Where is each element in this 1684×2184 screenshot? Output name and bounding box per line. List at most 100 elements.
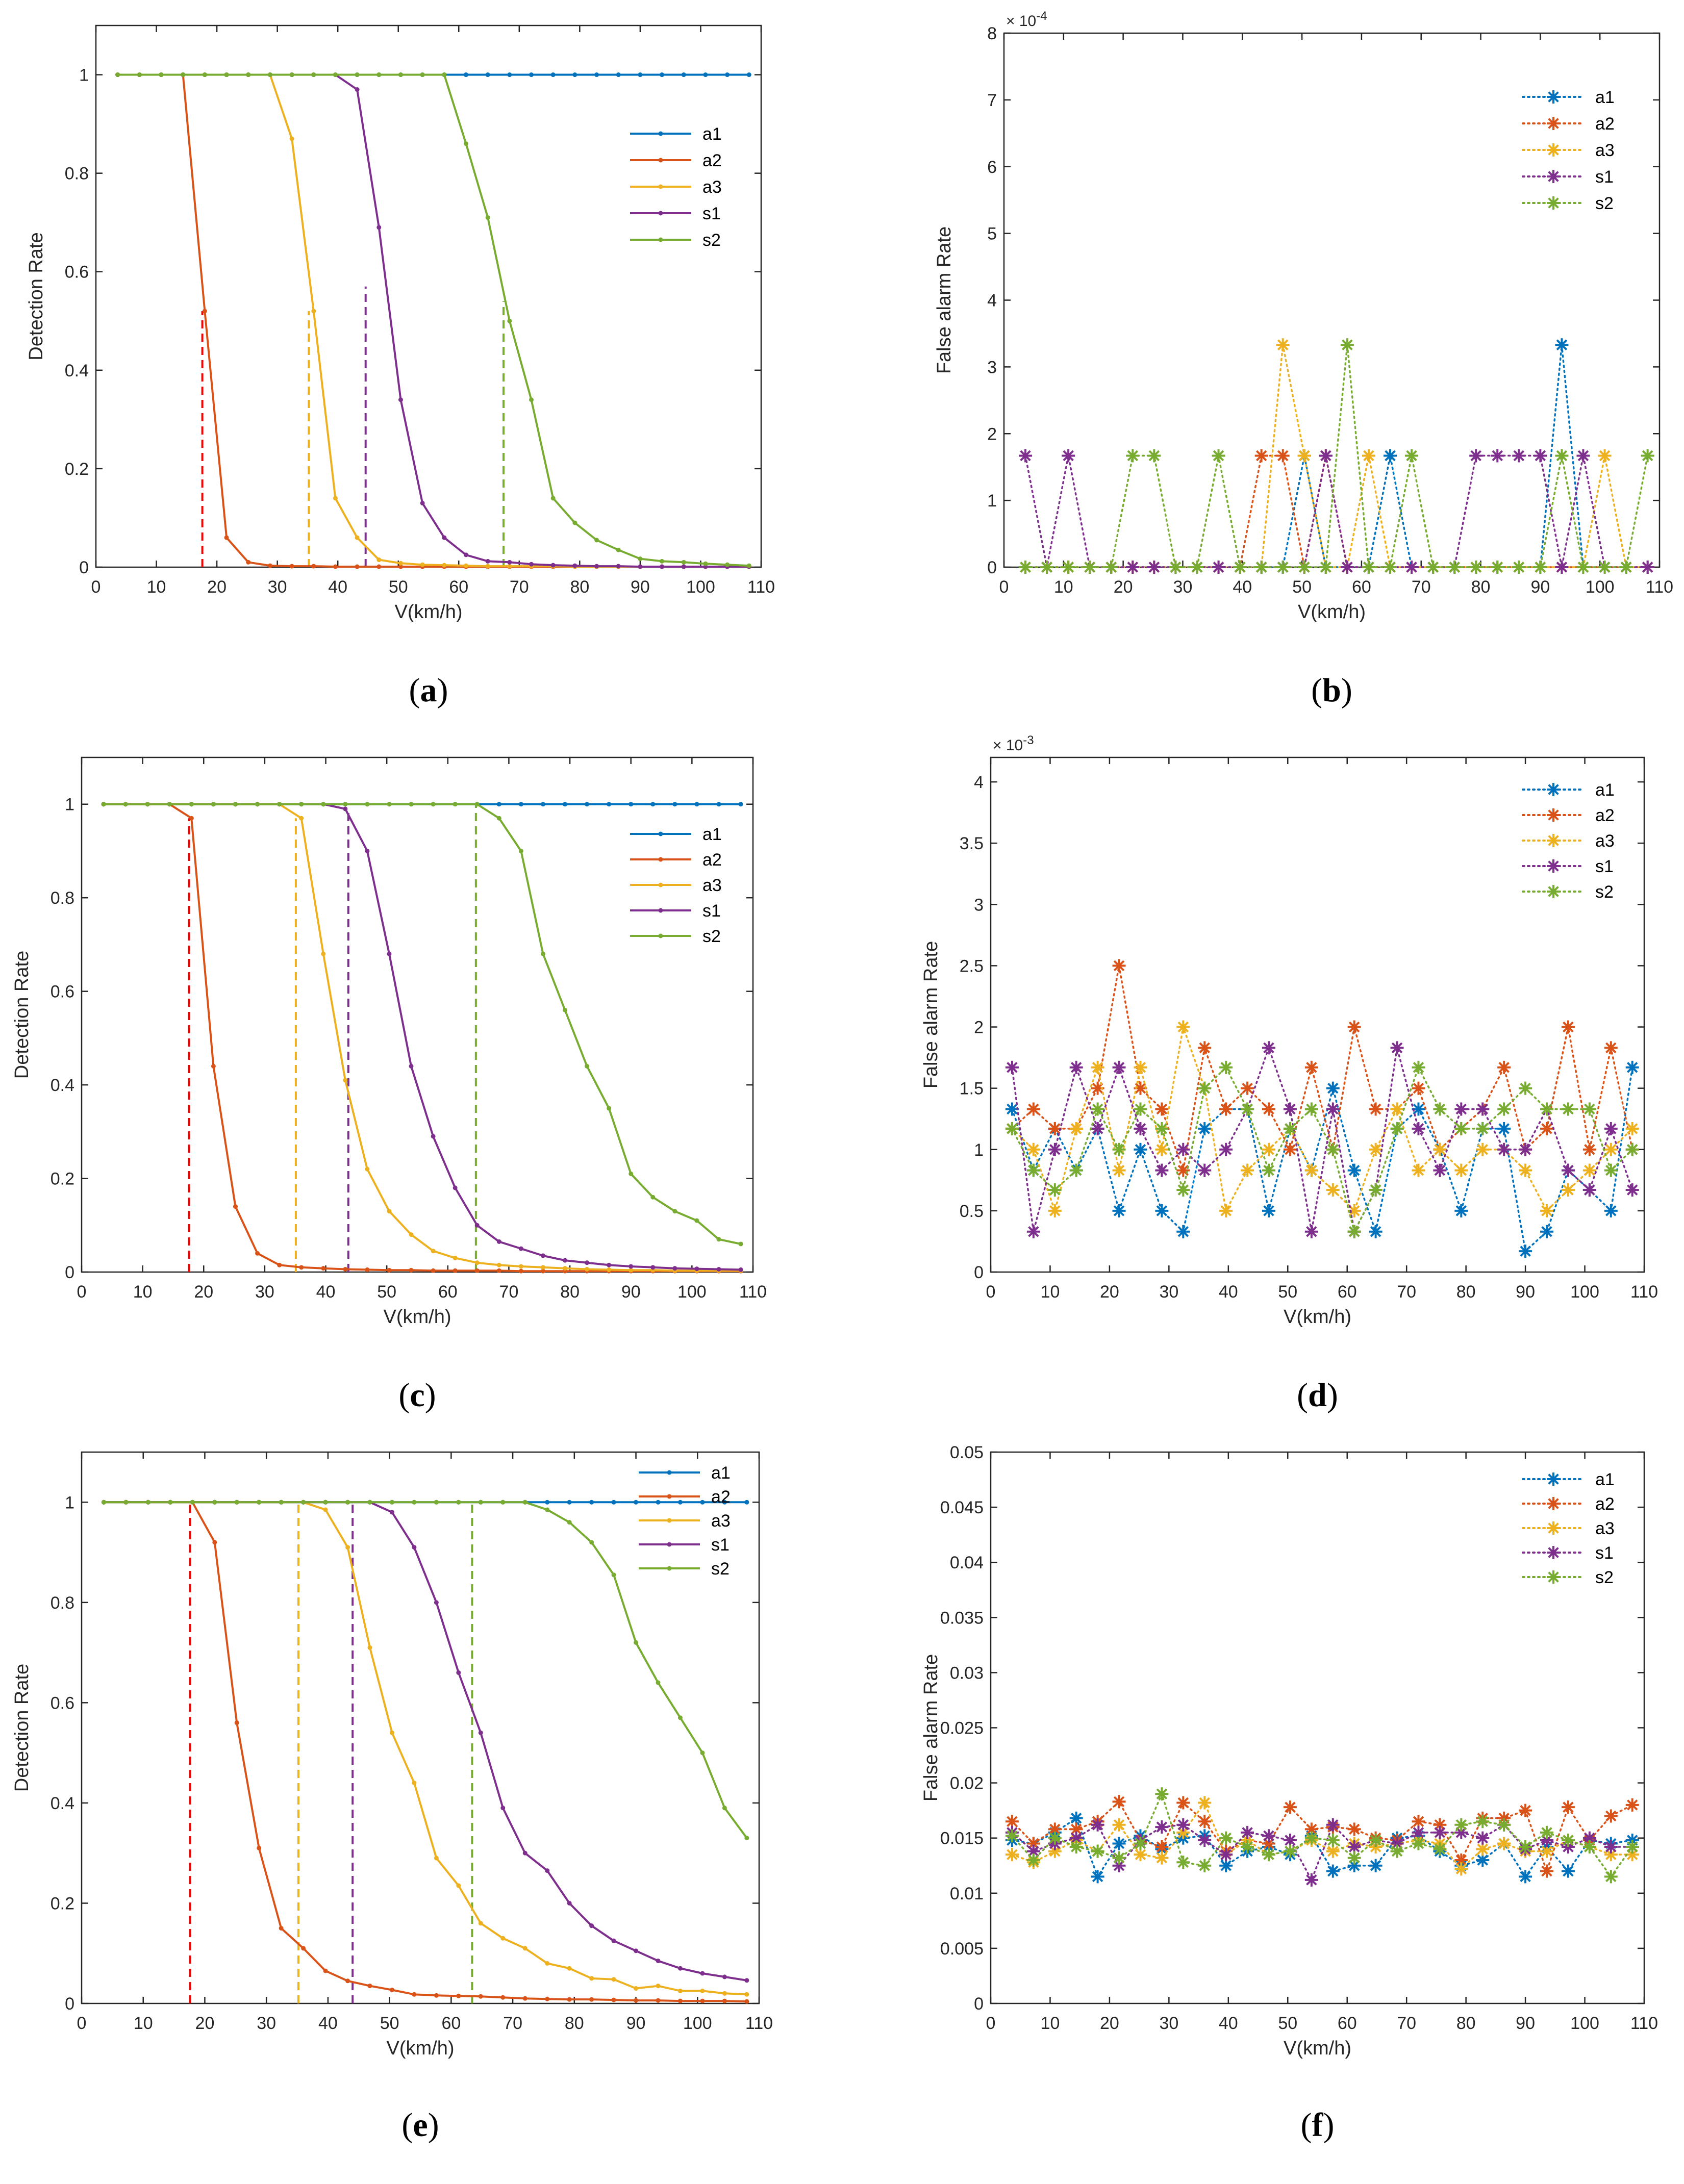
- x-tick-label: 20: [207, 577, 227, 597]
- data-point: [323, 1968, 328, 1973]
- data-point: [365, 1166, 370, 1172]
- data-point: [1604, 1840, 1618, 1853]
- y-tick-label: 0.005: [940, 1939, 984, 1959]
- data-point: [485, 215, 490, 220]
- data-point: [1304, 1163, 1318, 1177]
- legend-label-s2: s2: [702, 231, 721, 250]
- y-tick-label: 0.4: [51, 1076, 74, 1095]
- x-tick-label: 40: [1219, 2014, 1238, 2033]
- data-point: [1469, 449, 1483, 463]
- data-point: [1476, 1831, 1490, 1845]
- data-point: [1497, 1142, 1511, 1156]
- data-point: [1519, 1081, 1532, 1095]
- data-point: [233, 802, 238, 807]
- data-point: [1326, 1864, 1340, 1878]
- x-tick-label: 20: [1100, 2014, 1119, 2033]
- y-tick-label: 2.5: [960, 956, 984, 976]
- data-point: [1390, 1844, 1404, 1858]
- data-point: [387, 1209, 392, 1214]
- data-point: [376, 225, 382, 230]
- series-s1: [1005, 1041, 1639, 1238]
- y-axis-label: False alarm Rate: [934, 226, 955, 374]
- data-point: [442, 563, 447, 568]
- data-point: [301, 1946, 306, 1951]
- data-point: [700, 1998, 705, 2003]
- y-tick-label: 0.6: [65, 263, 89, 282]
- data-point: [1625, 1183, 1639, 1197]
- data-point: [1604, 1163, 1618, 1177]
- legend-label-s1: s1: [702, 204, 721, 223]
- series-line-s2: [104, 803, 741, 1245]
- data-point: [545, 1500, 550, 1505]
- x-tick-label: 20: [1114, 577, 1133, 597]
- data-point: [1582, 1840, 1596, 1853]
- data-point: [323, 1507, 328, 1512]
- data-point: [1276, 449, 1290, 463]
- data-point: [365, 802, 370, 807]
- data-point: [529, 397, 534, 402]
- data-point: [456, 1993, 461, 1998]
- legend-label-s1: s1: [1595, 1543, 1614, 1563]
- data-point: [453, 802, 458, 807]
- panel-f: 0 10 20 30 40 50 60 70 80 90 100 110 0 0.005 0.01 0.015…: [920, 1443, 1658, 2144]
- data-point: [463, 141, 468, 146]
- data-point: [246, 560, 251, 565]
- legend-marker-a3: [658, 882, 663, 887]
- data-point: [550, 563, 556, 568]
- data-point: [1497, 1060, 1511, 1074]
- y-tick-label: 0.025: [940, 1719, 984, 1738]
- data-point: [398, 72, 403, 78]
- data-point: [1641, 561, 1654, 574]
- legend: a1 a2 a3 s1 s2: [1522, 1470, 1615, 1587]
- data-point: [1241, 1081, 1254, 1095]
- x-tick-label: 0: [77, 2014, 87, 2033]
- data-point: [1598, 449, 1612, 463]
- data-point: [485, 558, 490, 564]
- data-point: [311, 72, 316, 78]
- data-point: [1190, 561, 1204, 574]
- x-tick-label: 100: [1570, 2014, 1599, 2033]
- data-point: [1155, 1163, 1169, 1177]
- x-tick-label: 10: [1054, 577, 1073, 597]
- data-point: [463, 72, 468, 78]
- y-tick-label: 0: [65, 1994, 74, 2014]
- data-point: [634, 1500, 639, 1505]
- data-point: [1026, 1225, 1040, 1238]
- legend-label-a1: a1: [711, 1463, 731, 1483]
- data-point: [1561, 1800, 1575, 1814]
- y-tick-label: 0.2: [51, 1170, 74, 1189]
- data-point: [1326, 1818, 1340, 1832]
- data-point: [478, 1730, 483, 1735]
- data-point: [567, 1520, 572, 1525]
- y-tick-label: 0.4: [65, 361, 89, 380]
- x-tick-label: 30: [255, 1282, 274, 1302]
- data-point: [1476, 1853, 1490, 1867]
- data-point: [1347, 1020, 1361, 1034]
- data-point: [189, 816, 194, 821]
- x-tick-label: 70: [1412, 577, 1431, 597]
- x-tick-label: 80: [1471, 577, 1491, 597]
- x-tick-label: 40: [316, 1282, 336, 1302]
- panel-caption: (c): [398, 1377, 436, 1414]
- data-point: [1254, 561, 1268, 574]
- data-point: [1326, 1183, 1340, 1197]
- data-point: [1198, 1834, 1212, 1847]
- data-point: [1005, 1829, 1019, 1843]
- series-s2: [115, 72, 751, 568]
- data-point: [1241, 1102, 1254, 1116]
- data-point: [496, 1239, 501, 1244]
- data-point: [1476, 1815, 1490, 1829]
- data-point: [1625, 1798, 1639, 1812]
- y-tick-label: 0.02: [950, 1774, 984, 1793]
- data-point: [1091, 1122, 1104, 1135]
- data-point: [420, 562, 425, 567]
- data-point: [485, 564, 490, 569]
- data-point: [1005, 1122, 1019, 1135]
- x-tick-label: 50: [1278, 1282, 1297, 1302]
- panel-e: 0 10 20 30 40 50 60 70 80 90 100 110 0 0.2 0.4 0.6 0.8 1 V…: [11, 1451, 773, 2144]
- data-point: [1254, 449, 1268, 463]
- x-tick-label: 80: [560, 1282, 580, 1302]
- series-a2: [101, 1500, 749, 2004]
- legend-marker-s2: [1547, 1570, 1560, 1584]
- data-point: [1147, 449, 1161, 463]
